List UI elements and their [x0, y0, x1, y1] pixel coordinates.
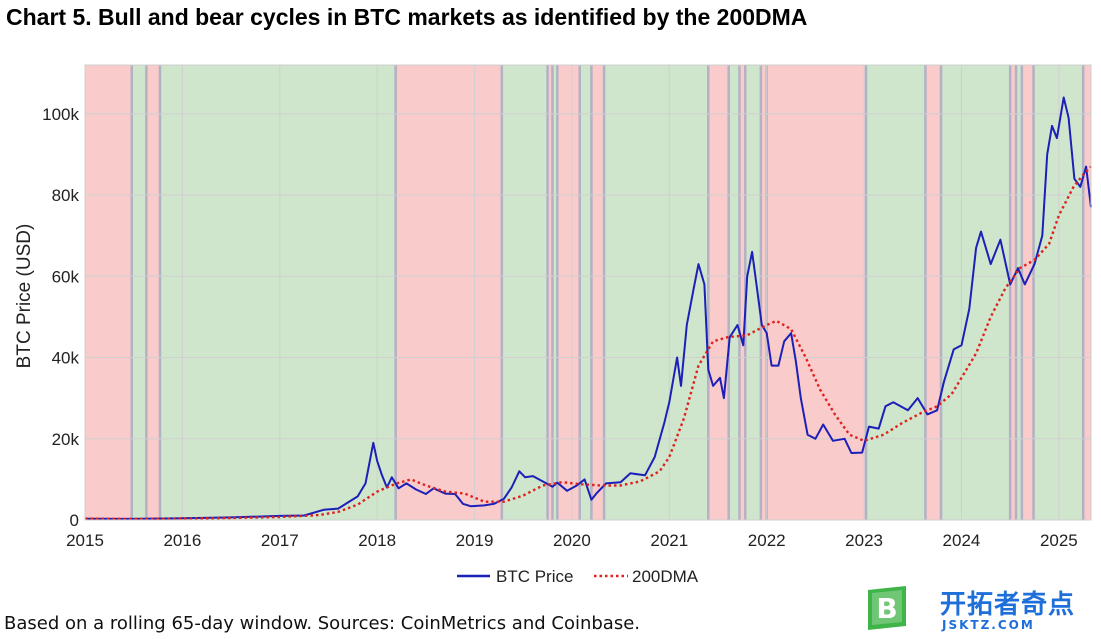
y-tick-label: 40k — [52, 349, 80, 368]
watermark-subtext: JSKTZ.COM — [942, 618, 1035, 632]
x-tick-label: 2020 — [553, 531, 591, 550]
regime-bear — [591, 65, 605, 520]
y-tick-label: 0 — [70, 511, 79, 530]
regime-bear — [1083, 65, 1091, 520]
x-tick-label: 2021 — [650, 531, 688, 550]
x-tick-label: 2018 — [358, 531, 396, 550]
regime-bull — [604, 65, 709, 520]
y-tick-label: 80k — [52, 186, 80, 205]
x-tick-label: 2023 — [845, 531, 883, 550]
regime-bull — [131, 65, 147, 520]
legend: BTC Price 200DMA — [457, 567, 699, 586]
regime-bear — [547, 65, 553, 520]
regime-bear — [146, 65, 160, 520]
regime-bull — [866, 65, 926, 520]
x-tick-label: 2025 — [1040, 531, 1078, 550]
watermark-logo-icon: B — [868, 586, 906, 630]
x-tick-label: 2016 — [163, 531, 201, 550]
regime-bear — [395, 65, 502, 520]
series-btc-price-line — [84, 96, 1092, 520]
regime-bear — [760, 65, 767, 520]
watermark-text: 开拓者奇点 — [940, 590, 1076, 620]
regime-bear — [766, 65, 867, 520]
regime-bull — [579, 65, 592, 520]
series-200dma-line — [84, 165, 1092, 521]
regime-bull — [1016, 65, 1022, 520]
chart: 2015 2016 2017 2018 2019 2020 2021 2022 2023 2024… — [14, 64, 1092, 586]
x-tick-label: 2017 — [261, 531, 299, 550]
x-axis-ticks: 2015 2016 2017 2018 2019 2020 2021 2022 2023 2024… — [66, 531, 1078, 550]
series-area — [84, 96, 1092, 521]
y-tick-label: 100k — [42, 105, 79, 124]
regime-bull — [159, 65, 396, 520]
y-tick-label: 20k — [52, 430, 80, 449]
regime-bear — [1021, 65, 1034, 520]
x-tick-label: 2022 — [748, 531, 786, 550]
y-tick-label: 60k — [52, 267, 80, 286]
x-tick-label: 2015 — [66, 531, 104, 550]
plot-frame — [84, 64, 1092, 521]
regime-bear — [85, 65, 132, 520]
regime-bull — [728, 65, 740, 520]
y-axis-title: BTC Price (USD) — [14, 224, 35, 369]
regime-bull — [745, 65, 761, 520]
x-tick-label: 2019 — [456, 531, 494, 550]
legend-dma-label: 200DMA — [632, 567, 699, 586]
legend-price-label: BTC Price — [496, 567, 573, 586]
watermark-logo-letter: B — [876, 592, 897, 625]
y-axis-ticks: 0 20k 40k 60k 80k 100k — [42, 105, 79, 530]
regime-bear — [739, 65, 746, 520]
chart-title: Chart 5. Bull and bear cycles in BTC mar… — [6, 4, 808, 30]
x-tick-label: 2024 — [943, 531, 981, 550]
regime-bull — [941, 65, 1011, 520]
regime-bull — [552, 65, 558, 520]
regime-shading — [85, 65, 1091, 520]
regime-bear — [557, 65, 580, 520]
regime-bear — [1010, 65, 1017, 520]
regime-bear — [708, 65, 729, 520]
watermark: B 开拓者奇点 JSKTZ.COM — [860, 582, 1100, 638]
caption: Based on a rolling 65-day window. Source… — [4, 613, 641, 634]
regime-bear — [925, 65, 942, 520]
regime-bull — [501, 65, 548, 520]
